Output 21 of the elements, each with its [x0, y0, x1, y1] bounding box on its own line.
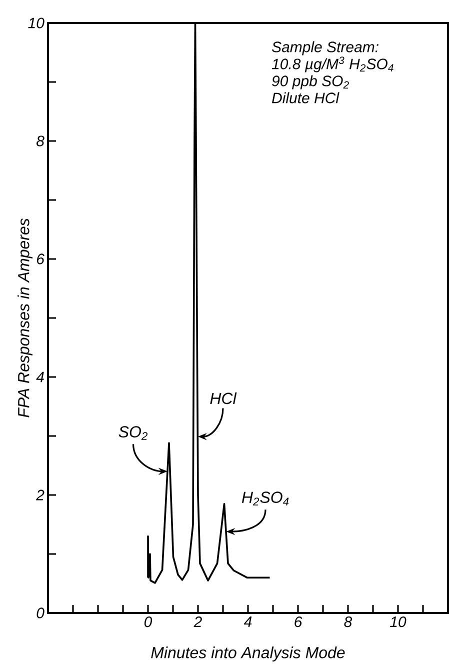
annotation: HCl — [210, 392, 237, 404]
y-tick-label: 2 — [36, 490, 44, 500]
y-tick-label: 10 — [28, 18, 44, 28]
annotation: Sample Stream: — [272, 41, 378, 56]
annotation: 90 ppb SO$_{2}$ — [272, 75, 349, 90]
annotation: H$_{2}$SO$_{4}$ — [242, 492, 289, 506]
y-tick-label: 0 — [36, 608, 44, 618]
x-tick-label: 6 — [294, 616, 302, 628]
x-axis-title: Minutes into Analysis Mode — [151, 646, 345, 662]
y-tick-label: 6 — [36, 254, 44, 264]
x-tick-label: 4 — [244, 616, 252, 627]
x-tick-label: 10 — [390, 616, 406, 628]
annotation: 10.8 µg/M$^{3}$ H$_{2}$SO$_{4}$ — [272, 56, 394, 72]
annotation: SO$_{2}$ — [118, 426, 148, 440]
x-tick-label: 0 — [144, 616, 152, 628]
x-tick-label: 2 — [194, 616, 202, 627]
y-tick-label: 4 — [36, 372, 44, 382]
annotation: Dilute HCl — [272, 92, 340, 104]
y-axis-title: FPA Responses in Amperes — [18, 218, 32, 418]
x-tick-label: 8 — [344, 616, 352, 628]
y-tick-label: 8 — [36, 136, 44, 146]
